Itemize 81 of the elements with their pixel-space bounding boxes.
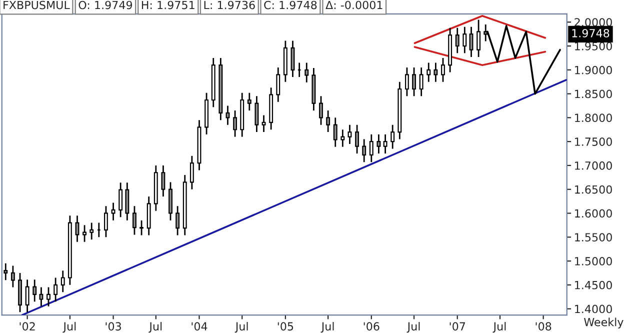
candlestick	[333, 116, 338, 148]
x-tick-label: Jul	[62, 322, 76, 333]
y-tick-label: 1.4500	[575, 280, 612, 290]
text: Weekly	[584, 318, 624, 328]
x-tick-label: Jul	[320, 322, 334, 333]
candlestick	[348, 124, 352, 145]
text: L: 1.9736	[204, 0, 255, 10]
y-tick-label: 1.5500	[575, 233, 612, 242]
candlestick	[176, 205, 180, 236]
candlestick	[247, 92, 252, 112]
candlestick	[118, 182, 123, 218]
x-tick-label: '04	[192, 322, 208, 331]
candlestick	[254, 95, 259, 133]
candlestick	[319, 95, 323, 126]
candlestick	[469, 26, 474, 58]
candlestick	[419, 66, 424, 97]
x-tick-label: Jul	[148, 322, 162, 333]
candlestick	[455, 27, 460, 54]
x-tick-label: '03	[106, 322, 121, 331]
text: O: 1.9749	[78, 0, 132, 10]
y-tick-label: 1.7000	[575, 161, 612, 170]
candlestick	[10, 265, 15, 288]
text: H: 1.9751	[142, 0, 194, 10]
candlestick	[233, 110, 238, 138]
text: C: 1.9748	[264, 0, 317, 10]
x-tick-label: '06	[364, 322, 380, 331]
candlestick	[168, 181, 172, 222]
candlestick	[412, 66, 416, 97]
candlestick	[276, 66, 280, 103]
candlestick	[161, 164, 166, 198]
candlestick	[340, 128, 345, 148]
x-tick-label: '05	[278, 322, 294, 331]
candlestick	[82, 224, 87, 243]
candlestick	[383, 134, 388, 154]
candlestick	[304, 62, 309, 84]
candlestick	[262, 114, 266, 133]
candlestick	[104, 205, 108, 238]
candlestick	[476, 19, 481, 58]
y-tick-label: 1.6500	[575, 185, 612, 194]
candlestick	[376, 134, 381, 154]
x-tick-label: Jul	[492, 322, 506, 333]
candlestick	[326, 110, 330, 133]
x-tick-label: Jul	[406, 322, 420, 333]
y-tick-label: 1.8000	[575, 114, 612, 122]
annotation: 1.9748	[572, 28, 610, 38]
candlestick	[75, 214, 80, 243]
candlestick	[4, 262, 8, 281]
y-tick-label: 1.6000	[575, 209, 612, 218]
candlestick	[32, 278, 37, 302]
y-tick-label: 1.4000	[575, 304, 612, 314]
candlestick	[54, 277, 58, 302]
y-tick-label: 1.5000	[575, 257, 612, 266]
candlestick	[426, 62, 431, 83]
candlestick	[362, 138, 366, 163]
candlestick	[190, 155, 194, 190]
candlestick	[369, 134, 374, 163]
candlestick	[140, 220, 144, 236]
candlestick	[290, 40, 295, 78]
x-tick-label: '07	[450, 322, 466, 331]
candlestick	[90, 222, 94, 240]
text: Δ: -0.0001	[326, 0, 382, 10]
candlestick	[390, 124, 395, 150]
candlestick	[132, 205, 136, 236]
y-tick-label: 1.9000	[575, 66, 612, 74]
x-tick-label: '02	[20, 322, 35, 331]
candlestick	[39, 286, 44, 308]
text: FXBPUSMUL	[4, 0, 70, 10]
candlestick	[125, 182, 130, 222]
candlestick	[46, 286, 50, 308]
candlestick	[355, 124, 359, 154]
candlestick	[111, 202, 116, 222]
candlestick	[462, 26, 467, 54]
candlestick	[434, 62, 438, 83]
y-tick-label: 1.7500	[575, 138, 612, 146]
y-tick-label: 1.8500	[575, 90, 612, 98]
candlestick	[441, 57, 445, 83]
candlestick	[60, 270, 65, 293]
x-tick-label: '08	[536, 322, 552, 331]
candlestick	[25, 278, 30, 313]
candlestick	[404, 66, 409, 97]
x-tick-label: Jul	[234, 322, 248, 333]
